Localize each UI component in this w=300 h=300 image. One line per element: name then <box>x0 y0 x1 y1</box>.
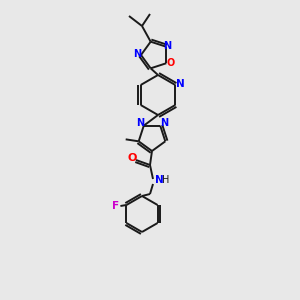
Text: N: N <box>136 118 144 128</box>
Text: O: O <box>127 153 137 163</box>
Text: N: N <box>133 49 141 59</box>
Text: F: F <box>112 201 119 211</box>
Text: O: O <box>166 58 175 68</box>
Text: N: N <box>176 79 185 89</box>
Text: N: N <box>163 41 171 51</box>
Text: N: N <box>160 118 168 128</box>
Text: H: H <box>162 175 170 185</box>
Text: N: N <box>154 175 164 185</box>
